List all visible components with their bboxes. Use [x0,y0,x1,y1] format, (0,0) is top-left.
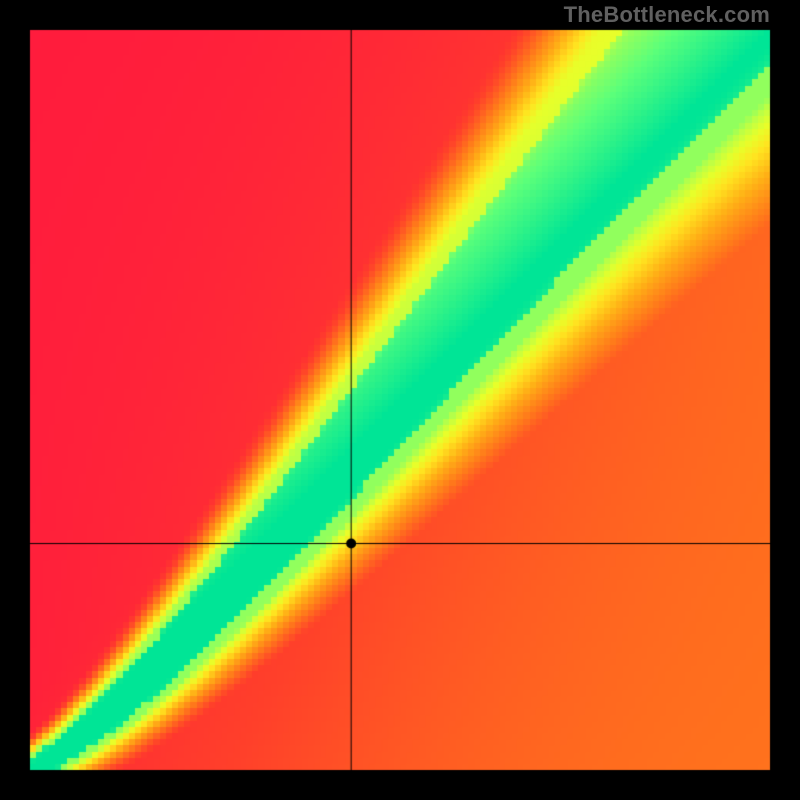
chart-container: TheBottleneck.com [0,0,800,800]
watermark-text: TheBottleneck.com [564,2,770,28]
heatmap-canvas [0,0,800,800]
